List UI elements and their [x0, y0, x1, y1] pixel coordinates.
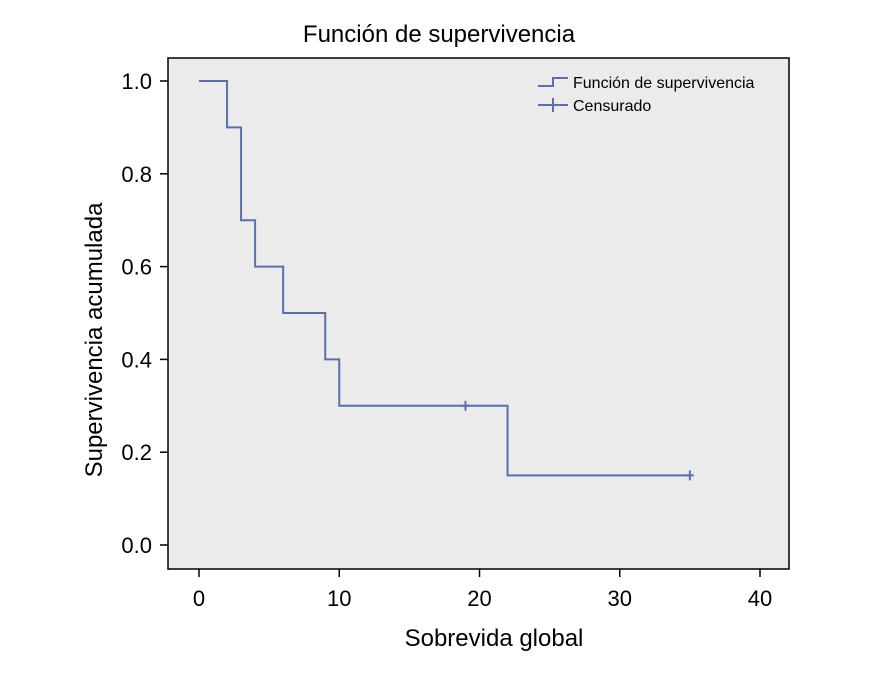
- y-tick-label: 0.0: [121, 533, 152, 558]
- legend-label-survival: Función de supervivencia: [573, 75, 755, 92]
- x-tick-label: 20: [467, 586, 491, 611]
- x-tick-label: 10: [327, 586, 351, 611]
- chart-title: Función de supervivencia: [303, 21, 576, 48]
- y-tick-label: 0.8: [121, 162, 152, 187]
- x-tick-label: 0: [193, 586, 205, 611]
- x-axis-title: Sobrevida global: [405, 625, 584, 652]
- y-tick-label: 0.4: [121, 347, 152, 372]
- y-tick-label: 1.0: [121, 69, 152, 94]
- censor-mark: [461, 400, 470, 411]
- legend-step-symbol: [538, 77, 568, 87]
- plot-area: [167, 57, 790, 570]
- x-tick-label: 40: [748, 586, 772, 611]
- censor-mark: [685, 470, 694, 481]
- legend-label-censored: Censurado: [573, 98, 651, 115]
- x-tick-label: 30: [608, 586, 632, 611]
- y-axis-title: Supervivencia acumulada: [81, 202, 108, 477]
- survival-function-line: [199, 80, 690, 477]
- y-tick-label: 0.6: [121, 255, 152, 280]
- legend: Función de supervivencia Censurado: [538, 75, 755, 115]
- y-tick-label: 0.2: [121, 440, 152, 465]
- x-axis: 0 10 20 30 40: [193, 569, 772, 611]
- y-axis: 0.0 0.2 0.4 0.6 0.8 1.0: [121, 69, 168, 558]
- censored-markers: [461, 400, 694, 481]
